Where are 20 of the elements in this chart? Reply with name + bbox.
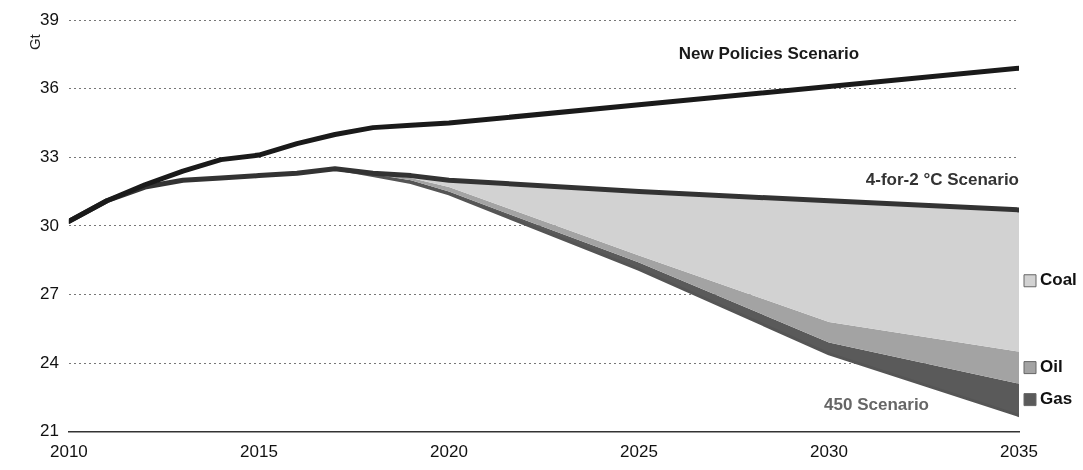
- legend-label: Gas: [1040, 389, 1073, 409]
- y-tick-label: 27: [39, 284, 59, 304]
- x-tick-label: 2010: [50, 442, 88, 462]
- series-label: 4-for-2 °C Scenario: [865, 169, 1019, 189]
- y-tick-label: 36: [39, 78, 59, 98]
- series-label: 450 Scenario: [824, 395, 929, 415]
- series-label: New Policies Scenario: [678, 44, 860, 64]
- y-tick-label: 24: [39, 352, 59, 372]
- x-tick-label: 2035: [1000, 442, 1038, 462]
- y-axis-title: Gt: [26, 33, 44, 51]
- legend-label: Coal: [1040, 270, 1077, 290]
- y-tick-label: 21: [39, 421, 59, 441]
- x-tick-label: 2025: [620, 442, 658, 462]
- x-tick-label: 2030: [810, 442, 848, 462]
- x-tick-label: 2020: [430, 442, 468, 462]
- y-tick-label: 30: [39, 215, 59, 235]
- legend-label: Oil: [1040, 357, 1063, 377]
- y-tick-label: 33: [39, 147, 59, 167]
- y-tick-label: 39: [39, 9, 59, 29]
- x-tick-label: 2015: [240, 442, 278, 462]
